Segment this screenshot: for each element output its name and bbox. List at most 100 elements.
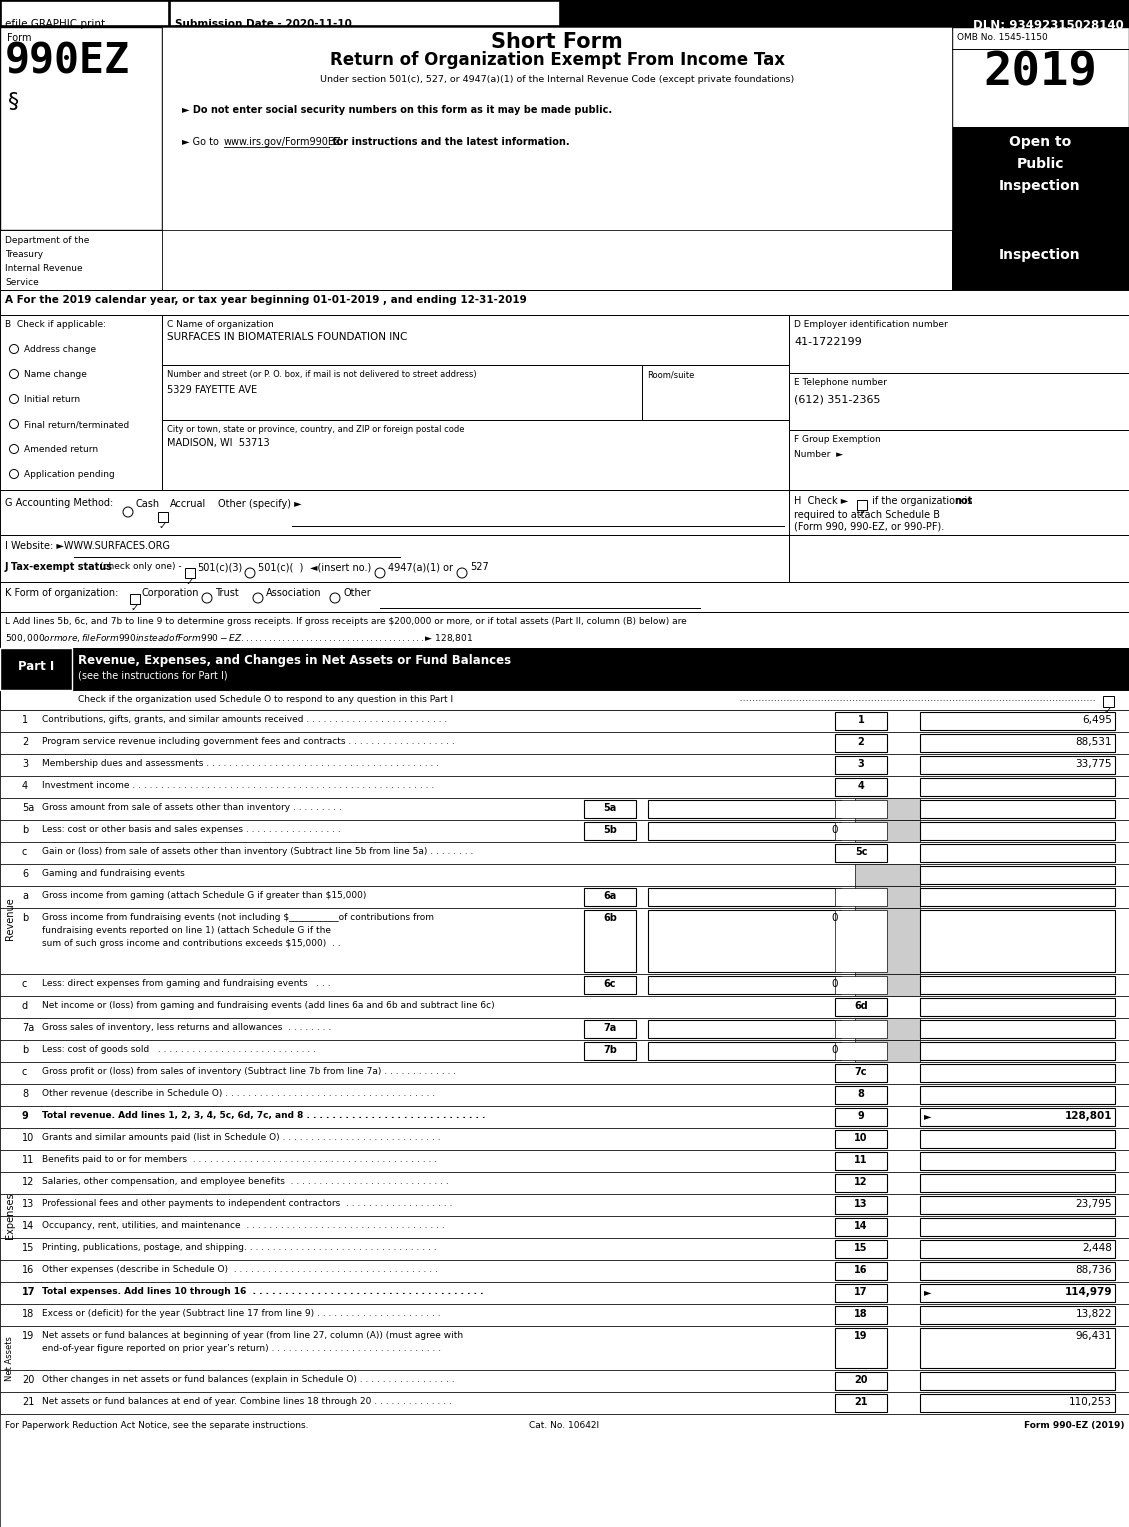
Bar <box>0 1325 1129 1370</box>
Bar <box>161 27 952 231</box>
Text: b: b <box>21 913 28 922</box>
Text: Name change: Name change <box>24 370 87 379</box>
Text: Gaming and fundraising events: Gaming and fundraising events <box>42 869 185 878</box>
Bar <box>0 1194 1129 1215</box>
Text: ► Do not enter social security numbers on this form as it may be made public.: ► Do not enter social security numbers o… <box>182 105 612 115</box>
Bar <box>920 1109 1115 1125</box>
Bar <box>648 976 841 994</box>
Text: 2: 2 <box>858 738 865 747</box>
Bar <box>835 1261 887 1280</box>
Text: K Form of organization:: K Form of organization: <box>5 588 119 599</box>
Bar <box>835 1196 887 1214</box>
Bar <box>648 889 841 906</box>
Bar <box>161 231 952 290</box>
Bar <box>835 1086 887 1104</box>
Text: 3: 3 <box>858 759 865 770</box>
Bar <box>0 996 1129 1019</box>
Text: 5b: 5b <box>603 825 616 835</box>
Text: Final return/terminated: Final return/terminated <box>24 420 129 429</box>
Text: 5329 FAYETTE AVE: 5329 FAYETTE AVE <box>167 385 257 395</box>
Text: Printing, publications, postage, and shipping. . . . . . . . . . . . . . . . . .: Printing, publications, postage, and shi… <box>42 1243 437 1252</box>
Text: 114,979: 114,979 <box>1065 1287 1112 1296</box>
Text: Other (specify) ►: Other (specify) ► <box>218 499 301 508</box>
Text: Trust: Trust <box>215 588 238 599</box>
Text: Department of the: Department of the <box>5 237 89 244</box>
Text: Check if the organization used Schedule O to respond to any question in this Par: Check if the organization used Schedule … <box>78 695 453 704</box>
Bar <box>835 800 887 818</box>
Bar <box>0 1304 20 1414</box>
Text: 16: 16 <box>21 1264 34 1275</box>
Text: ✓: ✓ <box>131 603 139 612</box>
Bar <box>855 1040 920 1061</box>
Text: not: not <box>954 496 972 505</box>
Bar <box>920 866 1115 884</box>
Text: ► Go to: ► Go to <box>182 137 222 147</box>
Bar <box>0 820 1129 841</box>
Text: Total revenue. Add lines 1, 2, 3, 4, 5c, 6d, 7c, and 8 . . . . . . . . . . . . .: Total revenue. Add lines 1, 2, 3, 4, 5c,… <box>42 1112 485 1119</box>
Text: efile GRAPHIC print: efile GRAPHIC print <box>5 18 105 29</box>
Text: Open to: Open to <box>1009 134 1071 150</box>
Text: 0: 0 <box>831 1044 838 1055</box>
Bar <box>648 822 841 840</box>
Text: 13: 13 <box>855 1199 868 1209</box>
Text: 14: 14 <box>21 1222 34 1231</box>
Text: 21: 21 <box>855 1397 868 1406</box>
Bar <box>920 1041 1115 1060</box>
Bar <box>920 756 1115 774</box>
Text: Return of Organization Exempt From Income Tax: Return of Organization Exempt From Incom… <box>330 50 785 69</box>
Bar <box>0 1304 1129 1325</box>
Text: OMB No. 1545-1150: OMB No. 1545-1150 <box>957 34 1048 43</box>
Text: Revenue, Expenses, and Changes in Net Assets or Fund Balances: Revenue, Expenses, and Changes in Net As… <box>78 654 511 667</box>
Text: Cash: Cash <box>135 499 160 508</box>
Bar <box>789 490 1129 534</box>
Text: 41-1722199: 41-1722199 <box>794 337 861 347</box>
Bar <box>584 800 636 818</box>
Text: 88,736: 88,736 <box>1076 1264 1112 1275</box>
Text: 128,801: 128,801 <box>1065 1112 1112 1121</box>
Bar <box>584 976 636 994</box>
Text: 18: 18 <box>855 1309 868 1319</box>
Text: Expenses: Expenses <box>5 1193 15 1240</box>
Text: Accrual: Accrual <box>170 499 207 508</box>
Text: 4: 4 <box>21 780 28 791</box>
Text: 6,495: 6,495 <box>1082 715 1112 725</box>
Bar <box>130 594 140 605</box>
Text: 10: 10 <box>21 1133 34 1144</box>
Bar <box>0 490 789 534</box>
Text: 20: 20 <box>21 1374 34 1385</box>
Bar <box>920 822 1115 840</box>
Text: Professional fees and other payments to independent contractors  . . . . . . . .: Professional fees and other payments to … <box>42 1199 453 1208</box>
Bar <box>835 822 887 840</box>
Bar <box>835 1219 887 1235</box>
Bar <box>0 710 20 1128</box>
Text: 6b: 6b <box>603 913 616 922</box>
Text: if the organization is: if the organization is <box>869 496 975 505</box>
Bar <box>584 889 636 906</box>
Bar <box>920 712 1115 730</box>
Bar <box>158 512 168 522</box>
Bar <box>835 1394 887 1412</box>
Text: I Website: ►WWW.SURFACES.ORG: I Website: ►WWW.SURFACES.ORG <box>5 541 170 551</box>
Bar <box>855 864 920 886</box>
Bar <box>835 844 887 863</box>
Bar <box>0 1173 1129 1194</box>
Bar <box>0 886 1129 909</box>
Text: Grants and similar amounts paid (list in Schedule O) . . . . . . . . . . . . . .: Grants and similar amounts paid (list in… <box>42 1133 440 1142</box>
Text: H  Check ►: H Check ► <box>794 496 848 505</box>
Bar <box>835 889 887 906</box>
Bar <box>835 1284 887 1303</box>
Bar <box>161 420 789 490</box>
Text: Initial return: Initial return <box>24 395 80 405</box>
Text: Internal Revenue: Internal Revenue <box>5 264 82 273</box>
Bar <box>835 777 887 796</box>
Text: 2,448: 2,448 <box>1082 1243 1112 1254</box>
Bar <box>0 582 1129 612</box>
Bar <box>855 909 920 974</box>
Bar <box>835 1041 887 1060</box>
Text: Service: Service <box>5 278 38 287</box>
Text: 9: 9 <box>21 1112 28 1121</box>
Bar <box>855 820 920 841</box>
Bar <box>1 2 169 26</box>
Bar <box>920 1151 1115 1170</box>
Text: 1: 1 <box>858 715 865 725</box>
